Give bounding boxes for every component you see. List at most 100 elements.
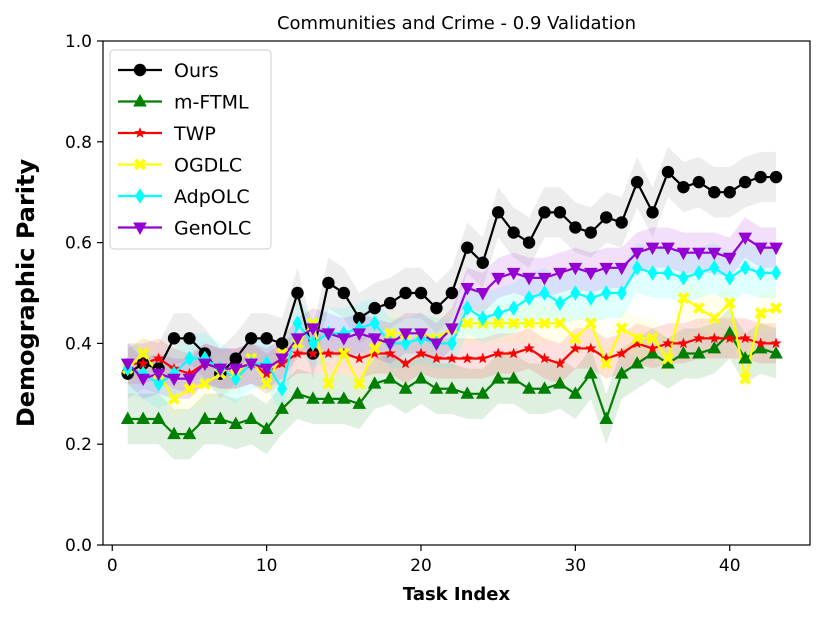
point-ours [353, 312, 366, 325]
point-m-ftml [336, 391, 351, 404]
point-twp [415, 347, 427, 359]
point-adpolc [647, 265, 658, 281]
point-m-ftml [769, 346, 783, 359]
point-adpolc [570, 285, 581, 301]
point-m-ftml [120, 411, 135, 424]
point-ogdlc [260, 377, 273, 390]
point-adpolc [740, 260, 751, 276]
point-m-ftml [568, 386, 583, 399]
point-ogdlc [198, 377, 211, 390]
legend-box [109, 49, 272, 250]
point-adpolc [338, 325, 349, 342]
point-ours [461, 241, 474, 254]
point-adpolc [539, 285, 550, 301]
point-twp [291, 347, 304, 359]
point-twp [569, 342, 581, 354]
point-genolc [429, 338, 444, 351]
point-ours [569, 221, 582, 234]
point-m-ftml [676, 346, 691, 359]
point-m-ftml [321, 391, 336, 404]
point-genolc [599, 262, 614, 276]
point-genolc [198, 358, 212, 371]
point-genolc [630, 247, 644, 261]
point-m-ftml [692, 346, 706, 359]
point-ogdlc [770, 302, 782, 315]
x-tick-label: 10 [256, 556, 278, 576]
legend-marker-ours [133, 63, 147, 77]
point-adpolc [678, 270, 689, 286]
point-ogdlc [183, 382, 196, 395]
point-m-ftml [506, 371, 521, 384]
legend-marker-twp [134, 127, 146, 138]
point-ogdlc [384, 327, 397, 340]
point-genolc [769, 242, 783, 256]
point-ours [399, 286, 412, 300]
point-ours [383, 296, 397, 310]
legend-label-ours: Ours [174, 60, 219, 82]
point-genolc [414, 328, 428, 341]
y-axis: 0.0 0.2 0.4 0.6 0.8 1.0 [65, 32, 103, 556]
point-twp [322, 347, 334, 359]
point-m-ftml [738, 351, 752, 364]
band-ogdlc [127, 277, 777, 419]
point-genolc [367, 333, 382, 346]
point-ours [769, 170, 783, 184]
point-genolc [614, 262, 629, 276]
point-genolc [460, 283, 475, 296]
point-adpolc [554, 295, 565, 311]
point-adpolc [585, 290, 596, 306]
point-ogdlc [322, 377, 335, 390]
point-ogdlc [615, 322, 628, 335]
point-ours [322, 276, 335, 290]
point-m-ftml [383, 371, 397, 384]
point-genolc [722, 252, 737, 266]
point-m-ftml [182, 426, 197, 440]
y-tick-label: 0.4 [65, 334, 92, 354]
point-adpolc [369, 315, 380, 331]
point-twp [307, 347, 319, 359]
point-adpolc [477, 310, 488, 326]
point-adpolc [524, 290, 535, 306]
chart-title: Communities and Crime - 0.9 Validation [277, 13, 636, 34]
point-genolc [151, 368, 166, 382]
point-genolc [475, 288, 490, 301]
point-twp [631, 337, 643, 349]
point-twp [384, 347, 396, 359]
point-twp [755, 337, 767, 349]
point-genolc [491, 272, 505, 286]
y-tick-label: 0.6 [65, 234, 92, 254]
point-twp [508, 347, 520, 359]
point-ours [260, 332, 273, 345]
point-adpolc [307, 335, 318, 352]
point-genolc [583, 267, 598, 281]
point-ogdlc [538, 317, 551, 330]
legend-marker-ogdlc [134, 158, 146, 171]
point-ogdlc [662, 352, 674, 365]
point-adpolc [277, 381, 288, 397]
legend-marker-adpolc [135, 188, 145, 204]
point-ours [553, 206, 567, 219]
point-ours [738, 175, 752, 189]
point-twp [616, 347, 628, 359]
point-twp [137, 357, 149, 369]
point-twp [646, 342, 659, 354]
point-ours [275, 337, 289, 350]
point-m-ftml [352, 396, 367, 409]
legend-label-adpolc: AdpOLC [174, 186, 250, 208]
x-axis-title: Task Index [403, 584, 511, 605]
point-ours [491, 206, 505, 219]
point-genolc [336, 333, 351, 346]
point-ours [615, 216, 628, 229]
point-twp [461, 352, 473, 364]
legend-label-ogdlc: OGDLC [174, 155, 242, 177]
point-twp [677, 337, 690, 349]
point-ogdlc [507, 317, 520, 330]
point-m-ftml [367, 376, 382, 389]
point-m-ftml [707, 341, 722, 354]
point-m-ftml [445, 381, 459, 394]
point-genolc [352, 328, 367, 341]
point-twp [446, 352, 458, 364]
point-ours [754, 170, 767, 184]
point-genolc [692, 247, 706, 261]
